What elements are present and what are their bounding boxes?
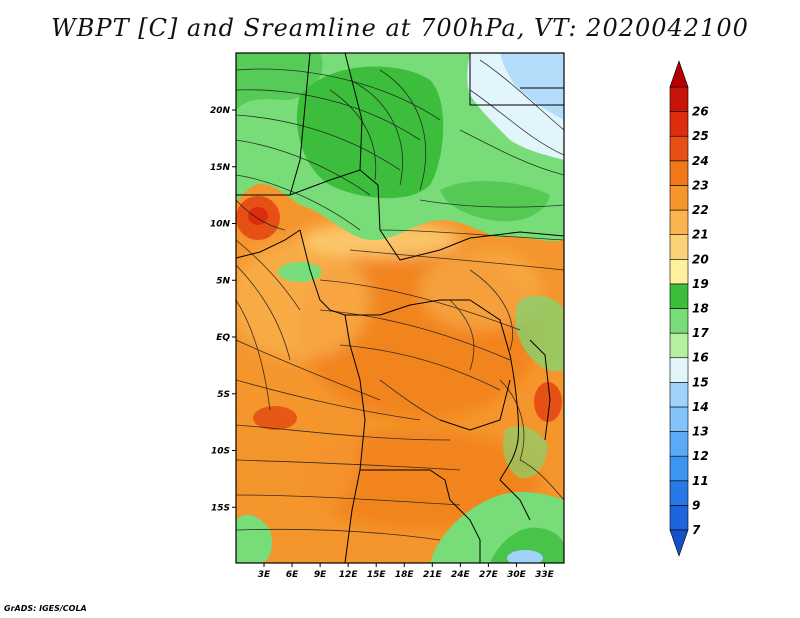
lon-tick-label: 33E xyxy=(535,570,555,580)
colorbar-label: 20 xyxy=(692,252,709,266)
lat-tick-label: 20N xyxy=(210,106,231,116)
colorbar-label: 7 xyxy=(692,523,701,537)
colorbar: 7 9 11 12 13 14 15 16 17 18 19 20 21 22 23 24 25 26 xyxy=(669,60,709,557)
colorbar-label: 22 xyxy=(692,203,709,217)
lat-tick-label: 10S xyxy=(211,447,230,457)
lat-tick-label: EQ xyxy=(216,333,230,343)
colorbar-segment xyxy=(669,111,689,137)
colorbar-label: 9 xyxy=(692,498,700,512)
colorbar-label: 26 xyxy=(692,105,709,119)
lat-tick-label: 15N xyxy=(210,163,231,173)
colorbar-segment xyxy=(669,135,689,162)
lat-tick-label: 15S xyxy=(211,503,230,513)
colorbar-segment xyxy=(669,308,689,334)
lat-tick-label: 5S xyxy=(217,390,230,400)
lon-tick-label: 21E xyxy=(423,570,443,580)
colorbar-label: 11 xyxy=(692,474,709,488)
colorbar-label: 18 xyxy=(692,302,709,316)
colorbar-segment xyxy=(669,234,689,260)
lon-tick-label: 27E xyxy=(479,570,499,580)
colorbar-label: 16 xyxy=(692,351,709,365)
lon-tick-label: 6E xyxy=(286,570,299,580)
lon-tick-label: 24E xyxy=(451,570,471,580)
map-title: WBPT [C] and Sreamline at 700hPa, VT: 20… xyxy=(51,14,749,42)
colorbar-label: 17 xyxy=(692,326,709,340)
colorbar-segment xyxy=(669,258,689,285)
colorbar-segment xyxy=(669,455,689,482)
colorbar-segment xyxy=(669,505,689,531)
streamlines xyxy=(236,59,564,541)
colorbar-label: 13 xyxy=(692,425,709,439)
lon-tick-label: 9E xyxy=(314,570,327,580)
colorbar-label: 23 xyxy=(692,178,709,192)
colorbar-segment xyxy=(669,160,689,186)
colorbar-label: 12 xyxy=(692,449,709,463)
lon-tick-label: 30E xyxy=(507,570,527,580)
colorbar-high-arrow xyxy=(669,60,689,88)
colorbar-segment xyxy=(669,185,689,211)
footer-credit: GrADS: IGES/COLA xyxy=(4,604,87,613)
latitude-axis: 20N 15N 10N 5N EQ 5S 10S 15S xyxy=(210,106,236,513)
colorbar-segment xyxy=(669,283,689,309)
lon-tick-label: 15E xyxy=(367,570,387,580)
colorbar-low-arrow xyxy=(669,529,689,557)
colorbar-segment xyxy=(669,382,689,408)
lon-tick-label: 18E xyxy=(395,570,415,580)
colorbar-segment xyxy=(669,357,689,383)
colorbar-label: 19 xyxy=(692,277,709,291)
lat-tick-label: 10N xyxy=(210,220,231,230)
map-frame xyxy=(235,52,565,564)
colorbar-segment xyxy=(669,480,689,506)
country-borders xyxy=(236,53,564,563)
colorbar-segment xyxy=(669,406,689,432)
colorbar-segment xyxy=(669,332,689,359)
colorbar-label: 14 xyxy=(692,400,709,414)
lon-tick-label: 12E xyxy=(339,570,359,580)
colorbar-label: 25 xyxy=(692,129,709,143)
colorbar-segment xyxy=(669,431,689,457)
longitude-axis: 3E 6E 9E 12E 15E 18E 21E 24E 27E 30E 33E xyxy=(258,563,555,580)
colorbar-segment xyxy=(669,86,689,112)
lat-tick-label: 5N xyxy=(216,276,230,286)
lon-tick-label: 3E xyxy=(258,570,271,580)
colorbar-label: 15 xyxy=(692,375,709,389)
colorbar-label: 21 xyxy=(692,228,709,242)
colorbar-segment xyxy=(669,209,689,235)
colorbar-label: 24 xyxy=(692,154,709,168)
